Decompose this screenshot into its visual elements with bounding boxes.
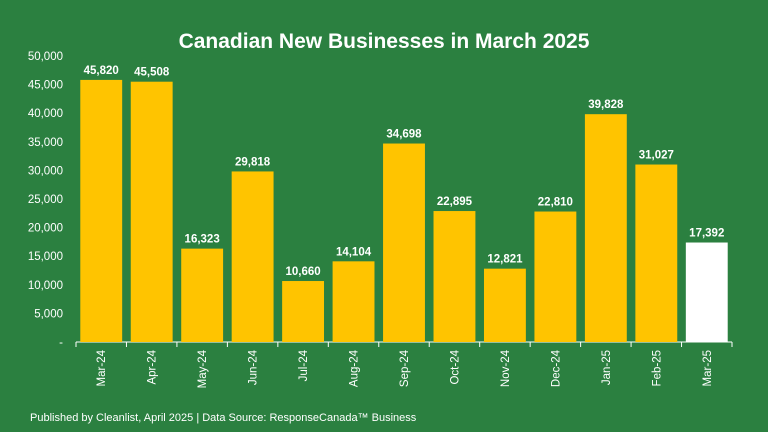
bar — [80, 79, 123, 342]
bar — [332, 261, 375, 342]
footer-source: Published by Cleanlist, April 2025 | Dat… — [30, 412, 417, 424]
data-label: 22,895 — [437, 196, 473, 208]
y-tick-label: 20,000 — [28, 223, 63, 235]
y-tick-label: 30,000 — [28, 165, 63, 177]
x-tick-label: Aug-24 — [349, 349, 361, 387]
y-tick-label: 25,000 — [28, 194, 63, 206]
chart-title: Canadian New Businesses in March 2025 — [178, 30, 590, 53]
bar — [433, 211, 476, 342]
x-tick-label: Dec-24 — [550, 349, 562, 387]
data-label: 10,660 — [285, 266, 320, 278]
y-tick-label: 5,000 — [34, 308, 63, 320]
data-label: 45,508 — [134, 67, 170, 79]
x-tick-label: Feb-25 — [651, 350, 663, 386]
x-tick-label: Mar-25 — [702, 350, 714, 386]
x-tick-label: Oct-24 — [449, 349, 461, 384]
data-label: 16,323 — [185, 234, 220, 246]
bar — [483, 268, 526, 342]
bar — [685, 242, 728, 342]
x-tick-label: Sep-24 — [399, 349, 411, 387]
x-tick-label: May-24 — [197, 349, 209, 388]
bar — [383, 143, 425, 342]
bar — [130, 81, 173, 342]
bar — [534, 211, 577, 342]
y-tick-label: 45,000 — [28, 80, 63, 92]
data-label: 39,828 — [588, 99, 624, 111]
x-tick-label: Nov-24 — [500, 349, 512, 387]
y-tick-label: 40,000 — [28, 108, 63, 120]
y-tick-label: - — [59, 337, 63, 349]
y-tick-label: 35,000 — [28, 137, 63, 149]
bar — [282, 281, 325, 342]
data-label: 12,821 — [487, 254, 523, 266]
data-label: 34,698 — [386, 129, 422, 141]
y-tick-label: 50,000 — [28, 51, 63, 63]
x-tick-label: Mar-24 — [96, 349, 108, 386]
bar — [584, 114, 627, 342]
data-label: 31,027 — [639, 150, 674, 162]
x-tick-label: Apr-24 — [147, 349, 159, 384]
data-label: 45,820 — [84, 65, 119, 77]
y-tick-label: 15,000 — [28, 251, 63, 263]
bar — [635, 164, 678, 342]
data-label: 22,810 — [538, 197, 573, 209]
x-tick-label: Jun-24 — [248, 349, 260, 385]
bar — [231, 171, 274, 342]
data-label: 14,104 — [336, 246, 372, 258]
bar — [181, 248, 224, 342]
data-label: 29,818 — [235, 156, 271, 168]
x-tick-label: Jul-24 — [298, 349, 310, 381]
x-tick-label: Jan-25 — [601, 350, 613, 385]
data-label: 17,392 — [689, 228, 724, 240]
y-tick-label: 10,000 — [28, 280, 63, 292]
